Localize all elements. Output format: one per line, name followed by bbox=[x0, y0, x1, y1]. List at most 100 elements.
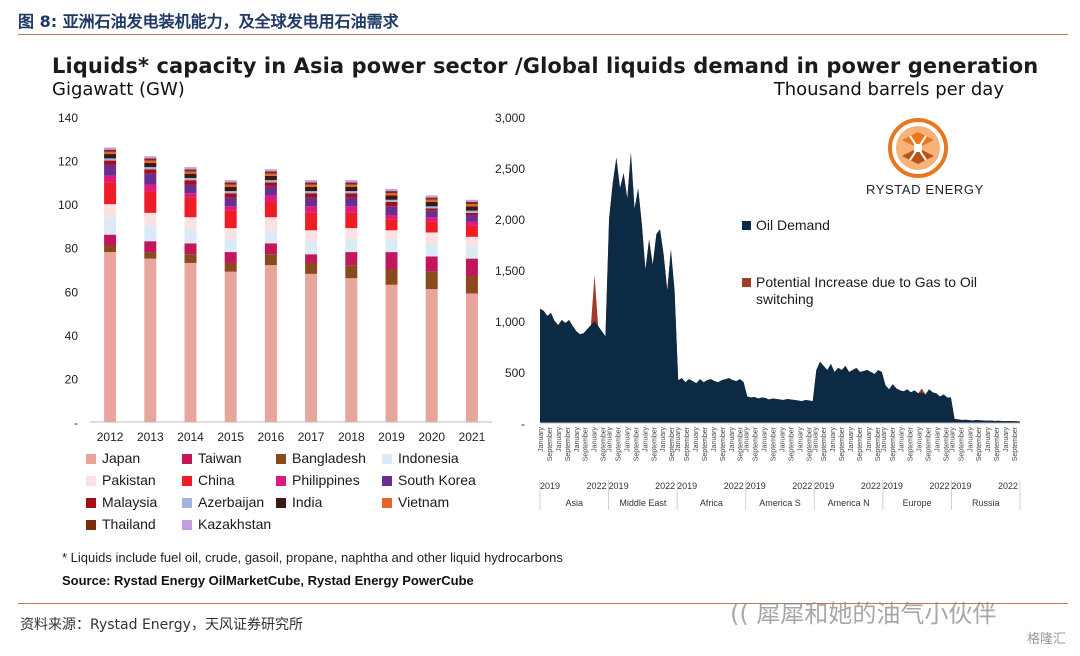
bar-taiwan-2016 bbox=[264, 243, 277, 255]
left-x-tick-label: 2012 bbox=[97, 430, 124, 444]
right-x-month-label: September bbox=[806, 426, 813, 461]
bar-philippines-2014 bbox=[184, 193, 197, 198]
source-note-cn: 资料来源：Rystad Energy，天风证券研究所 bbox=[20, 617, 303, 633]
right-region-label: Middle East bbox=[619, 498, 667, 508]
legend-label-india: India bbox=[292, 494, 323, 510]
legend-item-oil-demand: Oil Demand bbox=[742, 217, 996, 234]
right-y-unit: Thousand barrels per day bbox=[773, 79, 1004, 100]
right-x-year-label: 2019 bbox=[609, 481, 629, 491]
bar-china-2012 bbox=[104, 182, 117, 205]
bar-south-korea-2013 bbox=[144, 173, 157, 185]
bar-south-korea-2018 bbox=[345, 197, 358, 207]
bar-india-2017 bbox=[305, 186, 318, 192]
bar-taiwan-2013 bbox=[144, 241, 157, 253]
bar-philippines-2016 bbox=[264, 195, 277, 202]
bar-azerbaijan-2018 bbox=[345, 191, 358, 194]
right-x-year-label: 2019 bbox=[746, 481, 766, 491]
legend-label-taiwan: Taiwan bbox=[198, 450, 242, 466]
legend-swatch-malaysia bbox=[86, 498, 96, 509]
source-line: Source: Rystad Energy OilMarketCube, Rys… bbox=[62, 573, 474, 588]
right-x-month-label: September bbox=[1012, 426, 1019, 461]
legend-label-malaysia: Malaysia bbox=[102, 494, 158, 510]
right-x-month-label: January bbox=[693, 427, 700, 452]
right-x-month-label: January bbox=[624, 427, 631, 452]
footnote: * Liquids include fuel oil, crude, gasoi… bbox=[62, 550, 563, 565]
bar-azerbaijan-2020 bbox=[425, 206, 438, 209]
bar-taiwan-2012 bbox=[104, 234, 117, 246]
legend-item-japan: Japan bbox=[86, 450, 140, 466]
legend-swatch-taiwan bbox=[182, 454, 192, 465]
legend-swatch-indonesia bbox=[382, 454, 392, 465]
legend-swatch-japan bbox=[86, 454, 96, 465]
legend-item-vietnam: Vietnam bbox=[382, 494, 449, 510]
bar-azerbaijan-2016 bbox=[264, 180, 277, 183]
bar-taiwan-2019 bbox=[385, 252, 398, 270]
bar-malaysia-2019 bbox=[385, 201, 398, 207]
bar-taiwan-2018 bbox=[345, 252, 358, 266]
bar-thailand-2015 bbox=[224, 182, 237, 185]
bar-kazakhstan-2021 bbox=[465, 199, 478, 202]
bar-bangladesh-2013 bbox=[144, 252, 157, 259]
bottom-divider bbox=[18, 603, 1068, 604]
bar-pakistan-2013 bbox=[144, 212, 157, 226]
bar-vietnam-2021 bbox=[465, 204, 478, 207]
watermark-badge: 格隆汇 bbox=[1026, 632, 1066, 647]
bar-china-2015 bbox=[224, 210, 237, 229]
bar-kazakhstan-2013 bbox=[144, 156, 157, 159]
rystad-logo-text: RYSTAD ENERGY bbox=[866, 182, 984, 197]
left-y-tick-label: 40 bbox=[65, 329, 79, 343]
bar-thailand-2013 bbox=[144, 158, 157, 161]
bar-japan-2020 bbox=[425, 289, 438, 422]
left-y-tick-label: 120 bbox=[58, 155, 78, 169]
legend-label-vietnam: Vietnam bbox=[398, 494, 450, 510]
right-x-month-label: September bbox=[753, 426, 760, 461]
main-title: Liquids* capacity in Asia power sector /… bbox=[52, 54, 1039, 78]
top-divider bbox=[18, 34, 1068, 35]
legend-item-pakistan: Pakistan bbox=[86, 472, 156, 488]
bar-vietnam-2013 bbox=[144, 160, 157, 163]
bar-india-2012 bbox=[104, 154, 117, 159]
right-x-month-label: January bbox=[711, 427, 718, 452]
left-y-unit: Gigawatt (GW) bbox=[52, 79, 185, 100]
bar-china-2013 bbox=[144, 191, 157, 213]
bar-thailand-2018 bbox=[345, 182, 358, 185]
bar-pakistan-2019 bbox=[385, 230, 398, 239]
right-x-month-label: January bbox=[866, 427, 873, 452]
bar-philippines-2017 bbox=[305, 206, 318, 213]
bar-philippines-2012 bbox=[104, 175, 117, 183]
legend-label-kazakhstan: Kazakhstan bbox=[198, 516, 272, 532]
right-x-year-label: 2022 bbox=[587, 481, 607, 491]
bar-bangladesh-2019 bbox=[385, 269, 398, 285]
right-x-month-label: January bbox=[592, 427, 599, 452]
right-x-month-label: September bbox=[601, 426, 608, 461]
right-x-month-label: September bbox=[669, 426, 676, 461]
legend-item-potential-increase: Potential Increase due to Gas to Oil swi… bbox=[742, 274, 996, 308]
left-x-tick-label: 2014 bbox=[177, 430, 204, 444]
right-x-month-label: January bbox=[744, 427, 751, 452]
legend-swatch-oil-demand bbox=[742, 221, 751, 230]
bar-thailand-2012 bbox=[104, 149, 117, 152]
right-x-month-label: September bbox=[565, 426, 572, 461]
bar-azerbaijan-2012 bbox=[104, 158, 117, 161]
right-x-month-label: January bbox=[762, 427, 769, 452]
legend-item-indonesia: Indonesia bbox=[382, 450, 459, 466]
bar-japan-2015 bbox=[224, 271, 237, 422]
bar-india-2019 bbox=[385, 195, 398, 200]
right-y-tick-label: 500 bbox=[505, 366, 525, 380]
right-region-label: America N bbox=[828, 498, 870, 508]
right-x-month-label: September bbox=[616, 426, 623, 461]
bar-malaysia-2014 bbox=[184, 180, 197, 185]
legend-label-bangladesh: Bangladesh bbox=[292, 450, 366, 466]
right-x-month-label: January bbox=[848, 427, 855, 452]
right-region-label: Europe bbox=[903, 498, 932, 508]
legend-item-kazakhstan: Kazakhstan bbox=[182, 516, 271, 532]
bar-malaysia-2013 bbox=[144, 169, 157, 174]
right-x-month-label: September bbox=[857, 426, 864, 461]
area-oil-demand bbox=[540, 152, 1020, 423]
bar-malaysia-2018 bbox=[345, 193, 358, 198]
right-x-month-label: January bbox=[830, 427, 837, 452]
bar-indonesia-2020 bbox=[425, 243, 438, 257]
right-x-year-label: 2019 bbox=[540, 481, 560, 491]
right-x-month-label: September bbox=[702, 426, 709, 461]
bar-azerbaijan-2021 bbox=[465, 210, 478, 213]
